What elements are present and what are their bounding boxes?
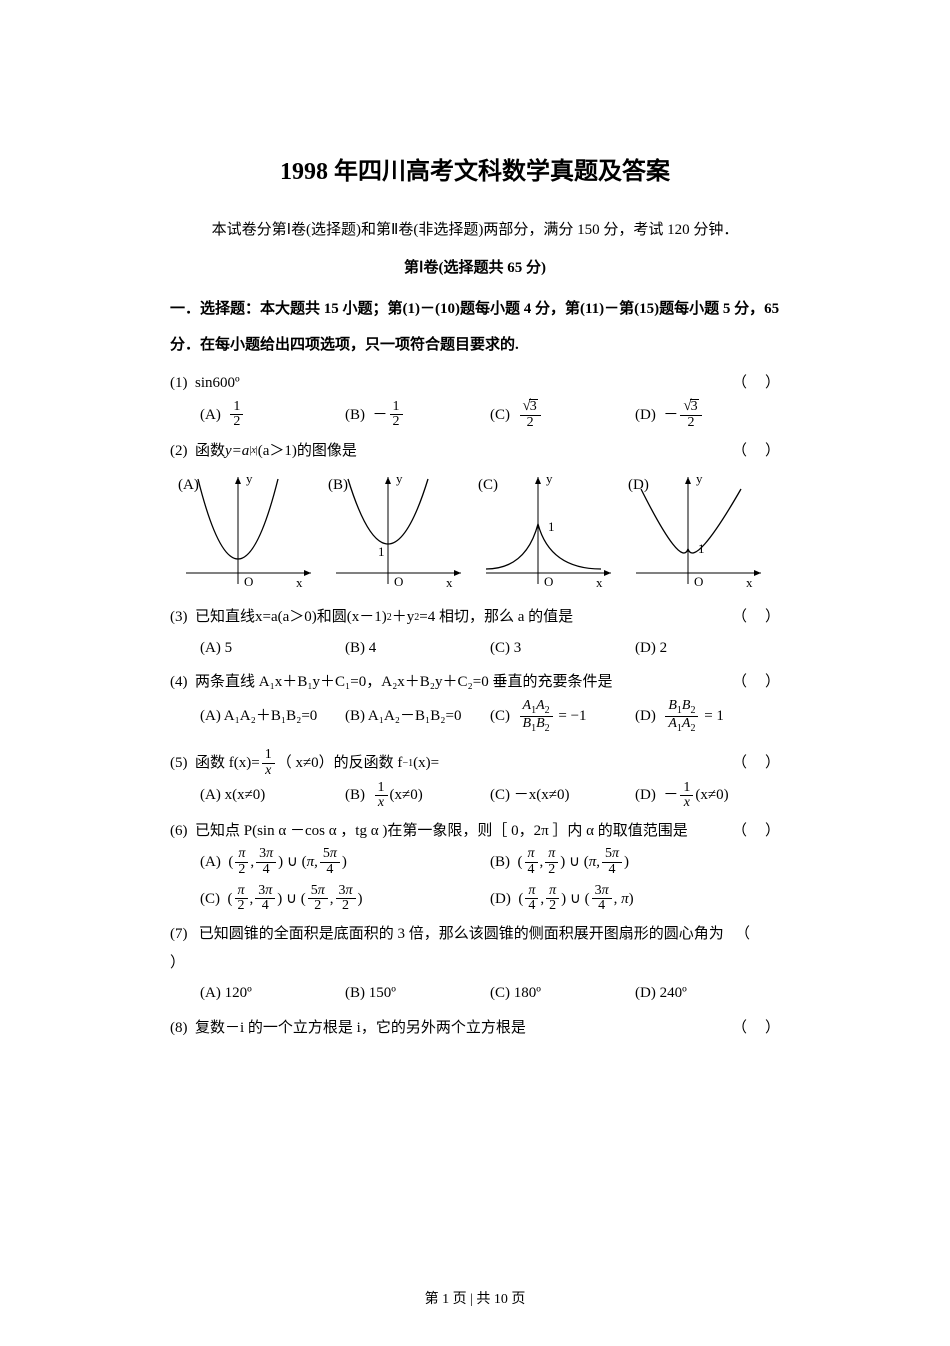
q8-num: (8) (170, 1014, 188, 1043)
q3-num: (3) (170, 603, 188, 632)
q7-opt-d: (D) 240º (635, 979, 780, 1008)
q3-text-mid1: x=a(a＞0)和圆(x－1) (255, 603, 387, 632)
q3-opt-d: (D) 2 (635, 634, 780, 663)
q5-text-post: (x)= (413, 749, 439, 778)
page-footer: 第 1 页 | 共 10 页 (0, 1287, 950, 1314)
answer-paren: （ ） (732, 668, 780, 697)
q5-num: (5) (170, 749, 188, 778)
svg-text:1: 1 (548, 519, 555, 534)
q5-opt-a: (A) x(x≠0) (200, 781, 345, 810)
svg-text:O: O (694, 574, 703, 589)
question-8: (8) 复数－i 的一个立方根是 i，它的另外两个立方根是 （ ） (170, 1014, 780, 1043)
answer-paren: （ ） (732, 817, 780, 846)
q3-text-pre: 已知直线 (195, 603, 255, 632)
graph-c: (C) 1 O x y (476, 469, 624, 597)
graph-d: (D) 1 O x y (626, 469, 774, 597)
svg-text:x: x (746, 575, 753, 590)
svg-text:O: O (394, 574, 403, 589)
graph-b: (B) 1 O x y (326, 469, 474, 597)
q3-text-mid2: ＋y (392, 603, 415, 632)
q7-num: (7) (170, 926, 188, 942)
q6-num: (6) (170, 817, 188, 846)
q3-opt-a: (A) 5 (200, 634, 345, 663)
svg-text:O: O (544, 574, 553, 589)
answer-paren: （ ） (732, 369, 780, 398)
q2-text-pre: 函数 (195, 437, 225, 466)
q4-opt-c: (C) A1A2B1B2 = −1 (490, 699, 635, 735)
q1-text: sin600º (195, 369, 240, 398)
q6-opt-a: (A) ( π2, 3π4) ∪ (π, 5π4) (200, 847, 490, 877)
q5-opt-d: (D) － 1x (x≠0) (635, 781, 780, 811)
svg-text:1: 1 (378, 544, 385, 559)
section-header: 第Ⅰ卷(选择题共 65 分) (170, 254, 780, 283)
q4-opt-d: (D) B1B2A1A2 = 1 (635, 699, 780, 735)
graph-a: (A) O x y (176, 469, 324, 597)
q3-text-post: =4 相切，那么 a 的值是 (419, 603, 573, 632)
q7-opt-b: (B) 150º (345, 979, 490, 1008)
q3-opt-c: (C) 3 (490, 634, 635, 663)
answer-paren: （ ） (732, 603, 780, 632)
q4-text: 两条直线 A₁x＋B₁y＋C₁=0，A₂x＋B₂y＋C₂=0 垂直的充要条件是 (195, 668, 612, 697)
svg-text:O: O (244, 574, 253, 589)
question-3: (3) 已知直线 x=a(a＞0)和圆(x－1)2 ＋y2 =4 相切，那么 a… (170, 603, 780, 662)
q7-opt-c: (C) 180º (490, 979, 635, 1008)
svg-text:x: x (296, 575, 303, 590)
exam-subtitle: 本试卷分第Ⅰ卷(选择题)和第Ⅱ卷(非选择题)两部分，满分 150 分，考试 12… (170, 216, 780, 245)
svg-text:y: y (396, 471, 403, 486)
q6-opt-c: (C) ( π2, 3π4) ∪ ( 5π2, 3π2) (200, 884, 490, 914)
q5-opt-b: (B) 1x (x≠0) (345, 781, 490, 811)
q6-opt-b: (B) ( π4, π2) ∪ (π, 5π4) (490, 847, 780, 877)
page-title: 1998 年四川高考文科数学真题及答案 (170, 150, 780, 196)
question-7: (7) 已知圆锥的全面积是底面积的 3 倍，那么该圆锥的侧面积展开图扇形的圆心角… (170, 920, 780, 1008)
q5-text-pre: 函数 f(x)= (195, 749, 260, 778)
q1-opt-c: (C) √32 (490, 399, 635, 430)
q1-num: (1) (170, 369, 188, 398)
answer-paren: （ ） (732, 437, 780, 466)
answer-paren: （ ） (732, 749, 780, 778)
svg-text:y: y (696, 471, 703, 486)
graph-c-svg: 1 O x y (476, 469, 624, 597)
q4-opt-b: (B) A₁A₂－B₁B₂=0 (345, 702, 490, 731)
q4-opt-a: (A) A₁A₂＋B₁B₂=0 (200, 702, 345, 731)
svg-text:1: 1 (698, 541, 705, 556)
q1-opt-d: (D) － √32 (635, 399, 780, 430)
graph-b-svg: 1 O x y (326, 469, 474, 597)
svg-text:x: x (446, 575, 453, 590)
question-1: (1) sin600º （ ） (A) 12 (B) － 12 (C) √32 … (170, 369, 780, 431)
q3-opt-b: (B) 4 (345, 634, 490, 663)
q5-text-mid: （ x≠0）的反函数 f (277, 749, 403, 778)
q7-text: 已知圆锥的全面积是底面积的 3 倍，那么该圆锥的侧面积展开图扇形的圆心角为 (199, 926, 724, 942)
q6-text: 已知点 P(sin α －cos α ，tg α )在第一象限，则［ 0，2π … (195, 817, 688, 846)
q2-text-post: (a＞1)的图像是 (258, 437, 357, 466)
svg-text:y: y (546, 471, 553, 486)
answer-paren: （ ） (732, 1014, 780, 1043)
question-5: (5) 函数 f(x)= 1x （ x≠0）的反函数 f−1 (x)= （ ） … (170, 748, 780, 811)
svg-text:x: x (596, 575, 603, 590)
q2-num: (2) (170, 437, 188, 466)
q8-text: 复数－i 的一个立方根是 i，它的另外两个立方根是 (195, 1014, 526, 1043)
question-6: (6) 已知点 P(sin α －cos α ，tg α )在第一象限，则［ 0… (170, 817, 780, 914)
q1-opt-a: (A) 12 (200, 400, 345, 430)
q5-opt-c: (C) －x(x≠0) (490, 781, 635, 810)
section-instruction: 一．选择题：本大题共 15 小题；第(1)－(10)题每小题 4 分，第(11)… (170, 291, 780, 363)
q4-num: (4) (170, 668, 188, 697)
question-4: (4) 两条直线 A₁x＋B₁y＋C₁=0，A₂x＋B₂y＋C₂=0 垂直的充要… (170, 668, 780, 734)
q1-opt-b: (B) － 12 (345, 400, 490, 430)
q6-opt-d: (D) ( π4, π2) ∪ ( 3π4, π ) (490, 884, 780, 914)
svg-text:y: y (246, 471, 253, 486)
question-2: (2) 函数 y=a|x| (a＞1)的图像是 （ ） (A) O x y (B… (170, 437, 780, 598)
q7-opt-a: (A) 120º (200, 979, 345, 1008)
